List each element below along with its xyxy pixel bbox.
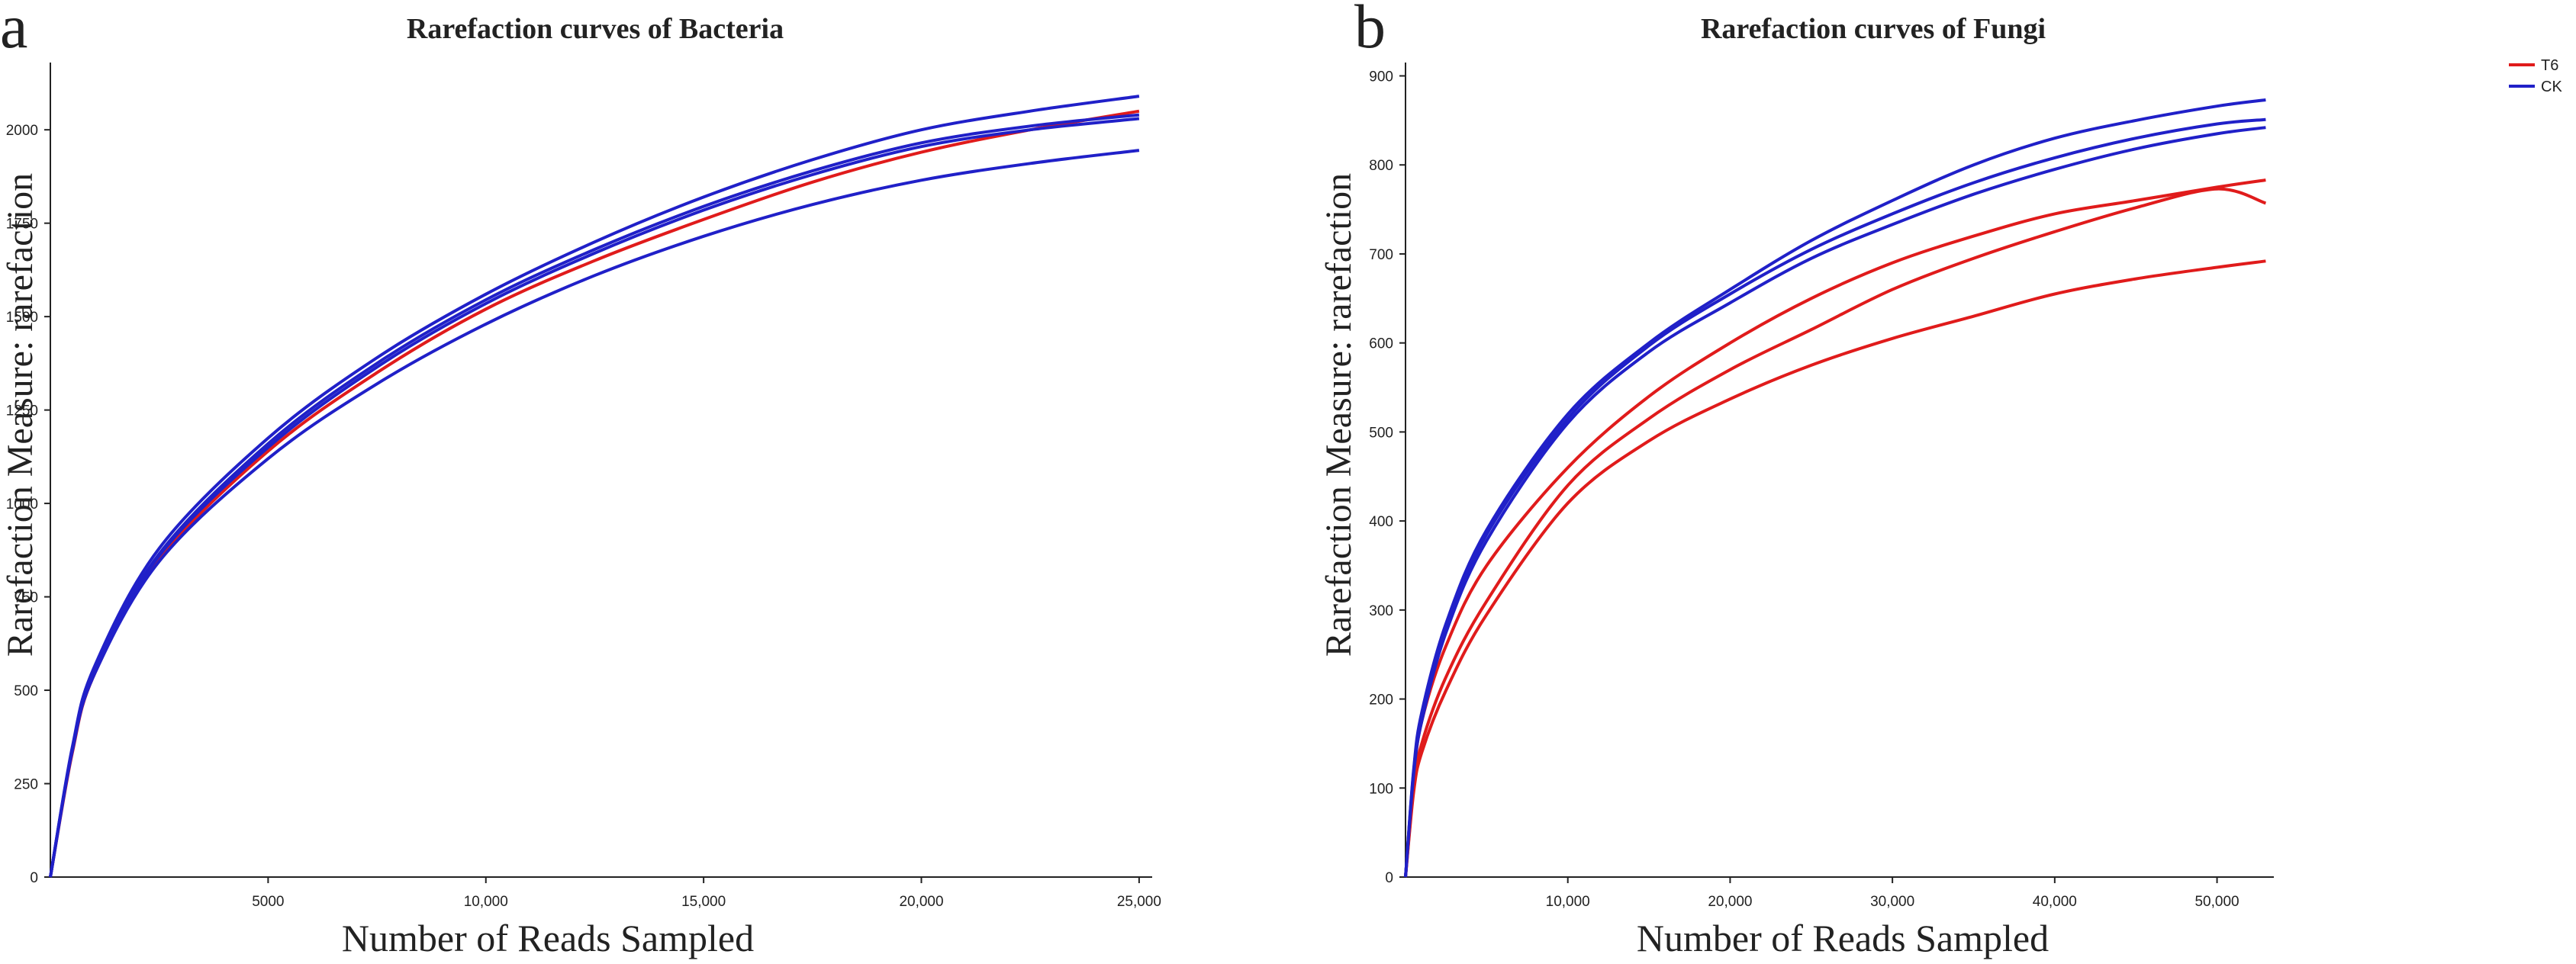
panel-a-curve-ck [49,149,1140,878]
legend: T6 CK [2509,57,2562,95]
panel-a-title: Rarefaction curves of Bacteria [407,13,784,45]
panel-b-x-tick-label: 40,000 [2033,894,2077,910]
panel-b-x-tick-label: 20,000 [1708,894,1752,910]
panel-b-y-tick-label: 200 [1369,692,1393,709]
panel-a-curve-ck [49,95,1140,878]
panel-b-x-ticks: 10,000 20,000 30,000 40,000 50,000 [1546,877,2240,910]
legend-label-t6: T6 [2541,57,2558,74]
panel-a-y-ticks: 0 250 500 750 1000 1250 1500 1750 2000 [6,123,50,886]
panel-a-y-tick-label: 1000 [6,496,38,513]
panel-a-y-tick-label: 750 [14,590,38,606]
panel-a-y-tick-label: 1500 [6,310,38,326]
panel-b-letter: b [1354,0,1386,61]
panel-b-y-axis-label: Rarefaction Measure: rarefaction [1319,173,1359,657]
panel-a-x-tick-label: 20,000 [899,894,943,910]
panel-b-y-tick-label: 400 [1369,514,1393,530]
panel-b-y-ticks: 0 100 200 300 400 500 600 700 800 900 [1369,69,1406,886]
legend-label-ck: CK [2541,79,2562,95]
panel-a-y-tick-label: 2000 [6,123,38,139]
panel-b-curves [1404,98,2267,878]
panel-b-y-tick-label: 300 [1369,603,1393,619]
panel-b-x-axis-label: Number of Reads Sampled [1637,917,2049,959]
panel-a-x-axis-label: Number of Reads Sampled [342,917,754,959]
panel-a-curves [49,95,1140,878]
panel-b-y-tick-label: 800 [1369,158,1393,174]
panel-b-x-tick-label: 30,000 [1870,894,1914,910]
panel-a-x-ticks: 5000 10,000 15,000 20,000 25,000 [252,877,1161,910]
panel-b-x-tick-label: 10,000 [1546,894,1590,910]
panel-a-y-tick-label: 1250 [6,403,38,419]
panel-b-curve-t6 [1404,259,2266,878]
panel-b-y-tick-label: 900 [1369,69,1393,85]
panel-a-x-tick-label: 10,000 [464,894,508,910]
panel-b-y-tick-label: 500 [1369,425,1393,441]
panel-b-y-tick-label: 0 [1385,870,1393,886]
panel-b-y-tick-label: 600 [1369,336,1393,352]
panel-a-y-tick-label: 1750 [6,217,38,233]
panel-b-curve-t6 [1404,187,2267,878]
panel-a-x-tick-label: 5000 [252,894,284,910]
panel-a-x-tick-label: 25,000 [1117,894,1161,910]
chart-panel-b: b Rarefaction curves of Fungi Rarefactio… [1319,0,2562,959]
panel-a-y-tick-label: 250 [14,777,38,793]
panel-b-title: Rarefaction curves of Fungi [1701,13,2046,45]
panel-a-y-axis-label: Rarefaction Measure: rarefaction [0,173,40,657]
panel-a-x-tick-label: 15,000 [681,894,726,910]
panel-b-x-tick-label: 50,000 [2194,894,2239,910]
panel-a-y-tick-label: 0 [30,870,38,886]
panel-b-curve-ck [1404,126,2266,878]
panel-a-y-tick-label: 500 [14,683,38,699]
panel-a-letter: a [0,0,27,61]
chart-panel-a: a Rarefaction curves of Bacteria Rarefac… [0,0,1161,959]
panel-b-y-tick-label: 100 [1369,781,1393,797]
panel-b-y-tick-label: 700 [1369,247,1393,263]
